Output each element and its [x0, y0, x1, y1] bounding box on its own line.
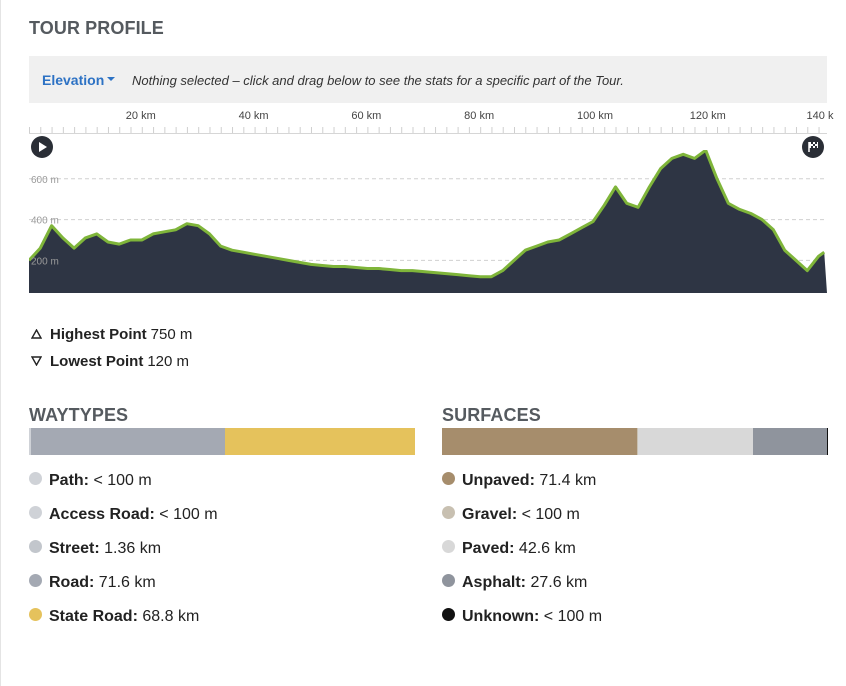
bar-segment[interactable]	[225, 428, 415, 455]
bar-segment[interactable]	[29, 428, 31, 455]
legend-value: < 100 m	[517, 506, 580, 523]
tour-profile-title: TOUR PROFILE	[29, 18, 164, 38]
color-dot-icon	[442, 540, 455, 554]
legend-item[interactable]: Paved: 42.6 km	[442, 540, 576, 558]
color-dot-icon	[442, 608, 455, 622]
waytypes-bar[interactable]	[29, 428, 415, 455]
legend-item[interactable]: Access Road: < 100 m	[29, 506, 218, 524]
color-dot-icon	[442, 506, 455, 520]
legend-label: Access Road:	[49, 506, 155, 523]
legend-item[interactable]: Unknown: < 100 m	[442, 608, 602, 626]
legend-label: Street:	[49, 540, 100, 557]
y-tick-label: 400 m	[31, 216, 59, 227]
finish-button[interactable]	[802, 136, 824, 158]
highest-point-value: 750 m	[150, 326, 193, 343]
y-tick-label: 600 m	[31, 175, 59, 186]
legend-label: Gravel:	[462, 506, 518, 523]
distance-ticks	[29, 127, 820, 133]
chevron-down-icon	[107, 77, 116, 82]
legend-value: 68.8 km	[137, 608, 200, 625]
elevation-dropdown-label: Elevation	[42, 72, 105, 88]
legend-value: < 100 m	[89, 472, 152, 489]
legend-value: 42.6 km	[514, 540, 576, 557]
color-dot-icon	[29, 506, 42, 520]
lowest-point-row: Lowest Point 120 m	[30, 353, 190, 370]
km-tick-label: 140 k	[806, 110, 834, 122]
bar-segment[interactable]	[30, 428, 226, 455]
km-tick-label: 40 km	[238, 110, 269, 122]
color-dot-icon	[442, 574, 455, 588]
legend-label: Asphalt:	[462, 574, 526, 591]
legend-label: Paved:	[462, 540, 515, 557]
waytypes-title: WAYTYPES	[29, 405, 129, 425]
triangle-down-icon	[30, 356, 43, 367]
km-tick-label: 60 km	[351, 110, 382, 122]
play-button[interactable]	[31, 136, 53, 158]
bar-segment[interactable]	[636, 428, 638, 455]
elevation-area	[29, 150, 827, 293]
bar-segment[interactable]	[752, 428, 827, 455]
selection-hint: Nothing selected – click and drag below …	[132, 73, 624, 88]
km-tick-label: 20 km	[125, 110, 156, 122]
legend-label: State Road:	[49, 608, 138, 625]
legend-item[interactable]: Road: 71.6 km	[29, 574, 156, 592]
legend-value: 71.6 km	[94, 574, 156, 591]
km-tick-label: 100 km	[576, 110, 614, 122]
legend-item[interactable]: State Road: 68.8 km	[29, 608, 199, 626]
legend-value: 1.36 km	[99, 540, 162, 557]
color-dot-icon	[29, 608, 42, 622]
y-tick-label: 200 m	[31, 256, 59, 267]
km-tick-label: 80 km	[464, 110, 495, 122]
finish-flag-icon	[808, 142, 818, 152]
legend-item[interactable]: Path: < 100 m	[29, 472, 152, 490]
elevation-line	[29, 150, 826, 279]
color-dot-icon	[442, 472, 455, 486]
color-dot-icon	[29, 540, 42, 554]
legend-label: Path:	[49, 472, 89, 489]
legend-label: Road:	[49, 574, 95, 591]
km-tick-label: 120 km	[689, 110, 726, 122]
lowest-point-value: 120 m	[147, 353, 190, 370]
legend-label: Unknown:	[462, 608, 540, 625]
legend-item[interactable]: Gravel: < 100 m	[442, 506, 580, 524]
axis-line	[29, 133, 827, 134]
legend-value: < 100 m	[539, 608, 603, 625]
triangle-up-icon	[30, 328, 43, 339]
highest-point-label: Highest Point	[50, 326, 147, 343]
profile-toolbar: Elevation Nothing selected – click and d…	[29, 56, 827, 103]
legend-item[interactable]: Unpaved: 71.4 km	[442, 472, 596, 490]
highest-point-row: Highest Point 750 m	[30, 326, 193, 343]
legend-value: 71.4 km	[534, 472, 597, 489]
bar-segment[interactable]	[826, 428, 828, 455]
bar-segment[interactable]	[637, 428, 753, 455]
legend-value: 27.6 km	[526, 574, 588, 591]
elevation-profile-chart[interactable]: 200 m 400 m 600 m	[29, 150, 827, 293]
color-dot-icon	[29, 574, 42, 588]
legend-label: Unpaved:	[462, 472, 535, 489]
legend-item[interactable]: Asphalt: 27.6 km	[442, 574, 587, 592]
color-dot-icon	[29, 472, 42, 486]
legend-value: < 100 m	[154, 506, 218, 523]
surfaces-bar[interactable]	[442, 428, 828, 455]
play-icon	[39, 142, 47, 152]
bar-segment[interactable]	[442, 428, 637, 455]
legend-item[interactable]: Street: 1.36 km	[29, 540, 161, 558]
elevation-dropdown[interactable]: Elevation	[42, 72, 116, 88]
lowest-point-label: Lowest Point	[50, 353, 144, 370]
surfaces-title: SURFACES	[442, 405, 541, 425]
